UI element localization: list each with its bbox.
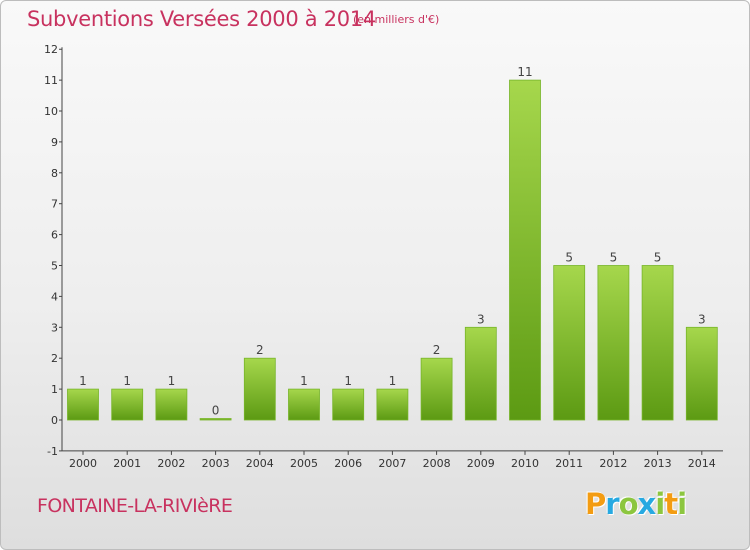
y-tick-label: -1	[47, 445, 58, 458]
data-label-2014: 3	[698, 312, 706, 326]
y-tick-label: 1	[51, 383, 58, 396]
proxiti-logo: Proxiti	[585, 487, 687, 521]
bar-2006	[332, 388, 365, 421]
y-tick-label: 4	[51, 290, 58, 303]
chart-labels: 2000 1 2001 1 2002 1 2003 0 2004 2 2005 1 2006 1 2007 1…	[69, 65, 716, 470]
logo-letter: P	[585, 487, 606, 521]
y-tick-label: 3	[51, 321, 58, 334]
y-tick-label: 6	[51, 229, 58, 242]
x-tick-label: 2012	[599, 457, 627, 470]
x-tick-label: 2005	[290, 457, 318, 470]
bar-2010	[509, 79, 541, 421]
data-label-2009: 3	[477, 312, 485, 326]
x-tick-label: 2008	[423, 457, 451, 470]
data-label-2011: 5	[565, 251, 573, 265]
data-label-2004: 2	[256, 343, 264, 357]
x-tick-label: 2002	[157, 457, 185, 470]
y-tick-label: 5	[51, 260, 58, 273]
x-tick-label: 2014	[688, 457, 716, 470]
bar-2001	[111, 388, 144, 421]
data-label-2013: 5	[654, 251, 662, 265]
bar-2007	[376, 388, 409, 421]
logo-letter: i	[655, 487, 665, 521]
y-tick-label: 11	[44, 74, 58, 87]
commune-name: FONTAINE-LA-RIVIèRE	[37, 495, 233, 517]
logo-letter: i	[677, 487, 687, 521]
y-tick-label: 2	[51, 352, 58, 365]
bar-2009	[464, 326, 497, 421]
bar-2012	[597, 265, 630, 421]
logo-letter: x	[637, 487, 657, 521]
x-tick-label: 2007	[378, 457, 406, 470]
data-label-2010: 11	[517, 65, 532, 79]
x-tick-label: 2011	[555, 457, 583, 470]
x-tick-label: 2013	[644, 457, 672, 470]
y-tick-label: 9	[51, 136, 58, 149]
bar-2008	[420, 357, 453, 421]
x-tick-label: 2009	[467, 457, 495, 470]
bar-2002	[155, 388, 188, 421]
data-label-2003: 0	[212, 404, 220, 418]
y-tick-label: 8	[51, 167, 58, 180]
y-tick-label: 0	[51, 414, 58, 427]
x-tick-label: 2001	[113, 457, 141, 470]
logo-letter: o	[618, 487, 639, 521]
logo-letter: r	[605, 487, 619, 521]
y-tick-label: 7	[51, 198, 58, 211]
bar-2004	[243, 357, 276, 421]
data-label-2007: 1	[389, 374, 397, 388]
bar-2000	[67, 388, 99, 421]
y-tick-label: 12	[44, 43, 58, 56]
data-label-2005: 1	[300, 374, 308, 388]
data-label-2001: 1	[123, 374, 131, 388]
bar-2003	[199, 418, 232, 421]
chart-bars	[67, 79, 718, 421]
data-label-2006: 1	[344, 374, 352, 388]
bar-2013	[641, 265, 674, 421]
data-label-2012: 5	[610, 251, 618, 265]
x-tick-label: 2006	[334, 457, 362, 470]
x-tick-label: 2003	[202, 457, 230, 470]
x-tick-label: 2004	[246, 457, 274, 470]
data-label-2002: 1	[168, 374, 176, 388]
x-tick-label: 2000	[69, 457, 97, 470]
bar-2011	[553, 265, 586, 421]
chart-unit-note: (en milliers d'€)	[353, 13, 440, 26]
data-label-2008: 2	[433, 343, 441, 357]
chart-title: Subventions Versées 2000 à 2014	[27, 7, 376, 31]
data-label-2000: 1	[79, 374, 87, 388]
bar-2014	[685, 326, 718, 421]
logo-letter: t	[664, 487, 678, 521]
y-tick-label: 10	[44, 105, 58, 118]
bar-2005	[288, 388, 320, 421]
x-tick-label: 2010	[511, 457, 539, 470]
